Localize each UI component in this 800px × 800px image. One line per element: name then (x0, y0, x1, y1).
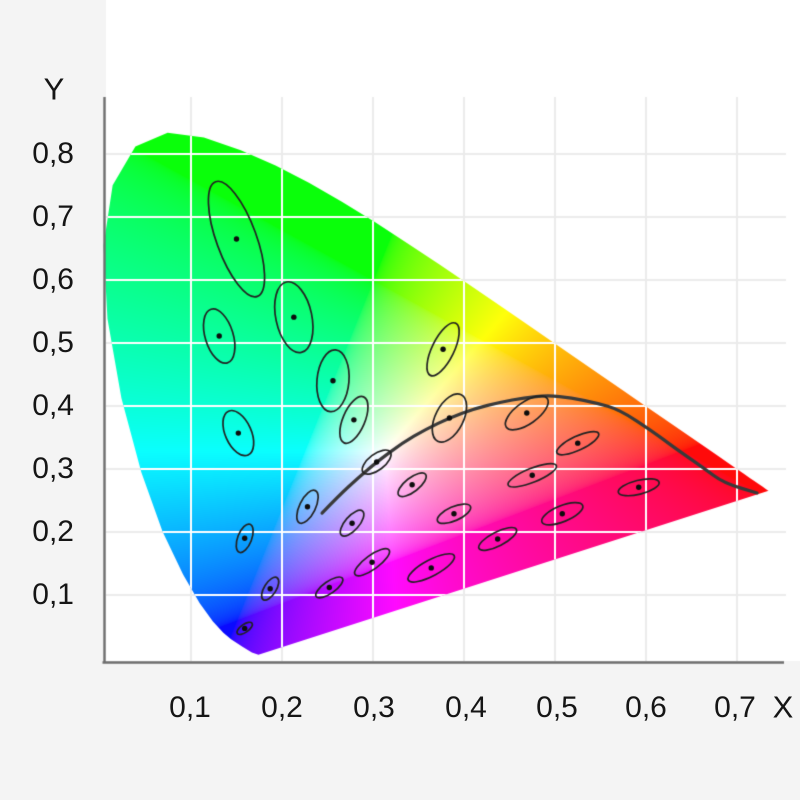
y-tick-label: 0,6 (32, 263, 74, 296)
y-tick-label: 0,2 (32, 515, 74, 548)
x-tick-label: 0,2 (261, 691, 303, 724)
y-tick-label: 0,7 (32, 200, 74, 233)
x-tick-label: 0,7 (714, 691, 756, 724)
y-tick-label: 0,8 (32, 137, 74, 170)
x-tick-label: 0,3 (353, 691, 395, 724)
x-tick-label: 0,1 (169, 691, 211, 724)
x-axis-label: X (772, 689, 794, 725)
y-tick-label: 0,1 (32, 578, 74, 611)
y-tick-label: 0,3 (32, 452, 74, 485)
y-tick-label: 0,4 (32, 389, 74, 422)
x-tick-label: 0,6 (625, 691, 667, 724)
y-tick-label: 0,5 (32, 326, 74, 359)
x-tick-label: 0,5 (536, 691, 578, 724)
y-axis-label: Y (43, 71, 65, 107)
x-tick-label: 0,4 (445, 691, 487, 724)
